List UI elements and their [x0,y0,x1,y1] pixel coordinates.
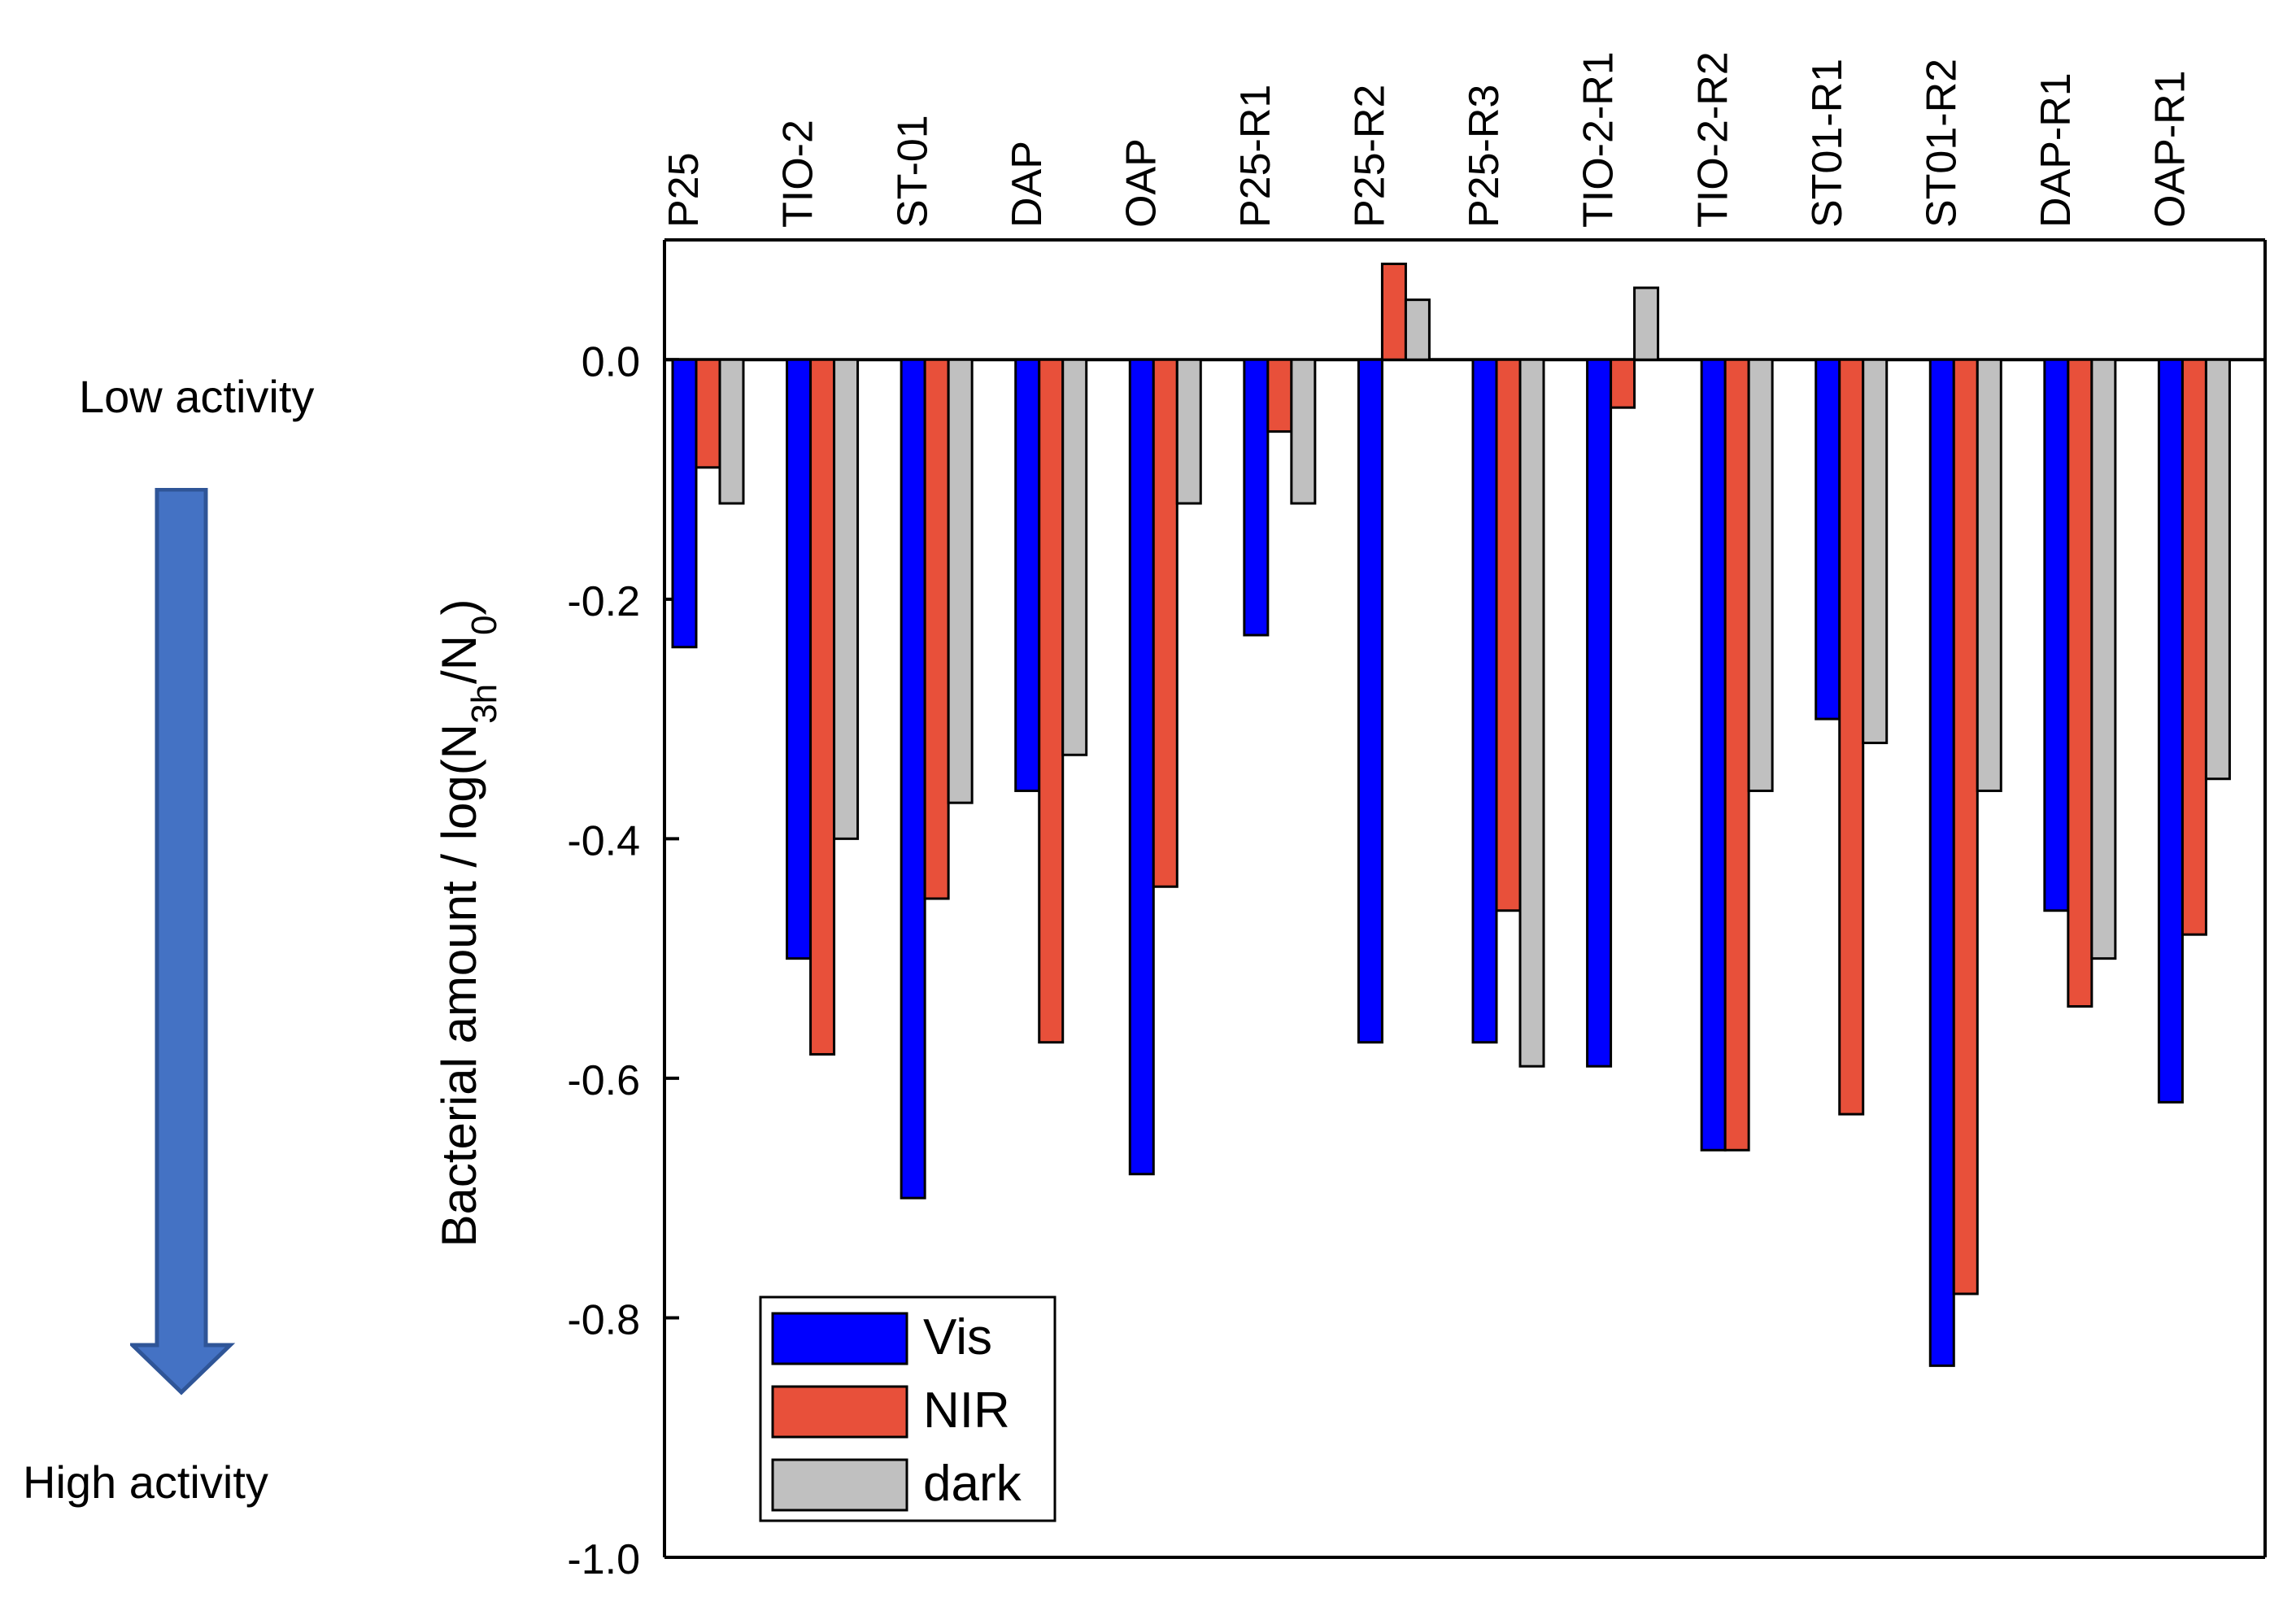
category-label: TIO-2 [775,120,822,228]
bar-nir-tio-2-r1 [1610,358,1636,409]
bar-vis-st-01 [900,358,926,1200]
bar-vis-oap-r1 [2157,358,2184,1104]
bar-dark-oap [1175,358,1202,505]
y-tick-label: -0.6 [567,1057,640,1104]
y-tick-label: 0.0 [582,338,640,385]
bar-vis-st01-r1 [1815,358,1841,721]
low-activity-label: Low activity [79,371,315,422]
category-label: TIO-2-R1 [1575,51,1623,228]
category-label: TIO-2-R2 [1689,51,1736,228]
bar-dark-dap [1061,358,1088,756]
bar-nir-p25-r2 [1380,262,1407,361]
bar-dark-tio-2-r2 [1747,358,1774,792]
bar-nir-oap-r1 [2181,358,2207,936]
bar-vis-tio-2-r2 [1700,358,1727,1152]
bar-vis-tio-2 [786,358,813,960]
bar-dark-tio-2-r1 [1633,286,1660,361]
bar-dark-p25 [718,358,745,505]
y-tick-label: -0.2 [567,578,640,625]
category-label: P25-R1 [1232,85,1279,228]
bar-vis-dap [1014,358,1041,792]
bar-vis-tio-2-r1 [1586,358,1613,1068]
category-label: P25 [660,152,708,228]
down-arrow-icon [130,488,236,1396]
bar-dark-st-01 [947,358,974,804]
bar-nir-oap [1152,358,1178,888]
bar-vis-p25-r3 [1471,358,1498,1044]
y-tick-label: -0.4 [567,817,640,864]
high-activity-label: High activity [23,1456,268,1508]
category-label: DAP-R1 [2032,72,2080,228]
category-label: ST-01 [889,115,936,228]
category-label: P25-R3 [1461,85,1508,228]
bar-vis-p25 [671,358,698,649]
bar-vis-dap-r1 [2043,358,2070,912]
bar-dark-dap-r1 [2090,358,2117,960]
y-tick-label: -0.8 [567,1296,640,1343]
bar-nir-tio-2-r2 [1723,358,1750,1152]
legend-swatch-vis [771,1312,908,1365]
y-axis-title: Bacterial amount / log(N3h/N0) [432,599,504,1247]
bar-nir-dap [1038,358,1065,1044]
bar-vis-p25-r2 [1357,358,1383,1044]
bar-nir-p25-r3 [1495,358,1522,912]
bar-nir-tio-2 [809,358,836,1056]
bar-nir-p25-r1 [1266,358,1293,433]
bar-dark-st01-r1 [1862,358,1889,745]
bar-dark-p25-r3 [1518,358,1545,1068]
y-tick-label: -1.0 [567,1536,640,1583]
category-label: DAP [1004,141,1051,228]
category-label: P25-R2 [1347,85,1394,228]
bar-dark-p25-r2 [1404,298,1431,361]
bar-nir-p25 [695,358,721,469]
bar-dark-tio-2 [833,358,860,840]
legend: Vis NIR dark [759,1295,1057,1522]
bar-dark-st01-r2 [1976,358,2002,792]
legend-label-nir: NIR [923,1382,1010,1439]
category-label: OAP-R1 [2147,70,2194,228]
bar-nir-dap-r1 [2067,358,2093,1008]
legend-swatch-nir [771,1385,908,1439]
bar-nir-st01-r1 [1838,358,1865,1116]
category-label: ST01-R1 [1804,59,1851,228]
bar-nir-st-01 [923,358,950,900]
bar-vis-p25-r1 [1243,358,1270,637]
category-label: ST01-R2 [1918,59,1965,228]
category-label: OAP [1118,138,1165,228]
legend-label-vis: Vis [923,1309,992,1365]
bar-nir-st01-r2 [1952,358,1979,1295]
bar-dark-oap-r1 [2204,358,2231,781]
bar-vis-st01-r2 [1928,358,1955,1367]
bar-vis-oap [1128,358,1155,1176]
bar-dark-p25-r1 [1290,358,1317,505]
legend-label-dark: dark [923,1456,1022,1512]
legend-swatch-dark [771,1458,908,1512]
